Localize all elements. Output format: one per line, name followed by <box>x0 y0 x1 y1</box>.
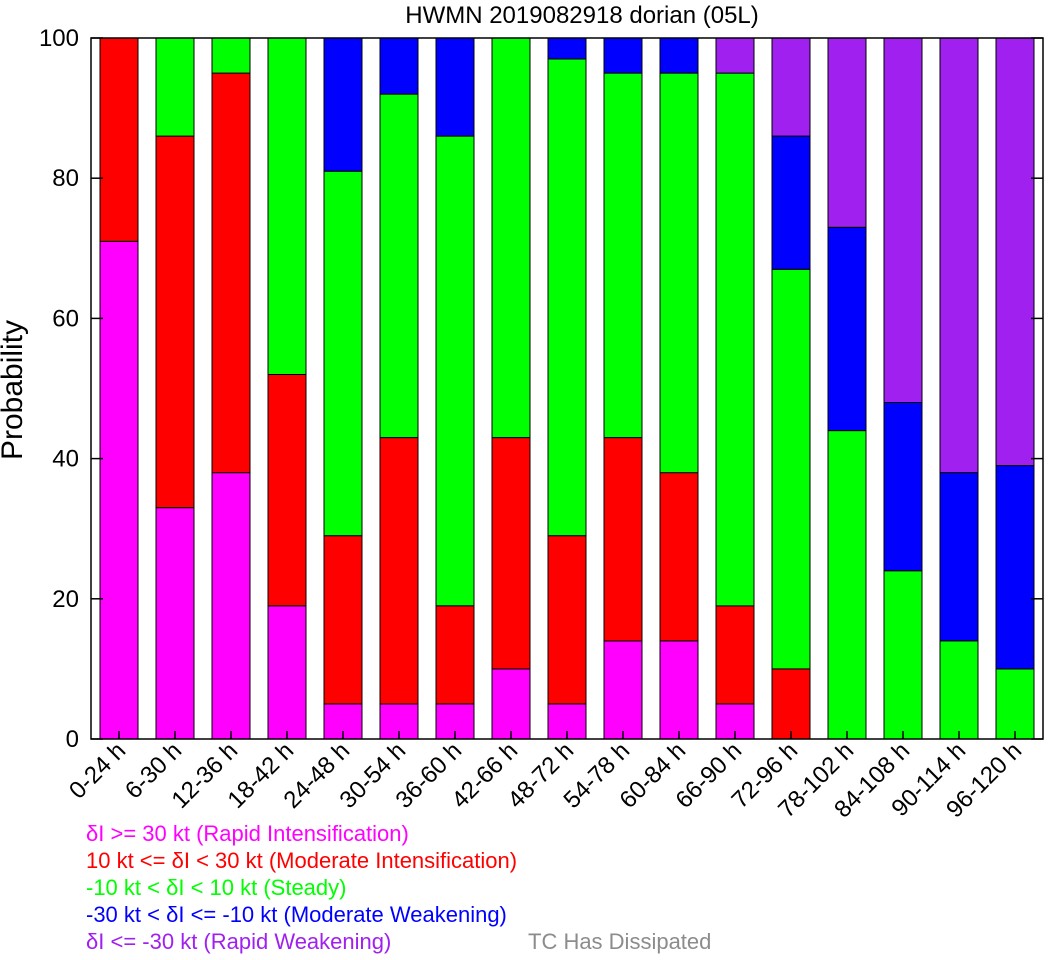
chart-title: HWMN 2019082918 dorian (05L) <box>405 2 759 29</box>
bar-segment-1-0 <box>155 507 195 740</box>
bar-segment-15-3 <box>939 472 979 642</box>
bar-segment-12-4 <box>771 37 811 137</box>
bar-segment-4-3 <box>323 37 363 172</box>
bar-segment-6-2 <box>435 135 475 607</box>
bar-segment-0-1 <box>99 37 139 242</box>
bar-segment-14-4 <box>883 37 923 403</box>
bar-segment-9-2 <box>603 72 643 439</box>
bar-segment-2-1 <box>211 72 251 474</box>
bar-segment-15-2 <box>939 640 979 740</box>
bar-segment-7-0 <box>491 668 531 740</box>
legend-entry-steady: -10 kt < δI < 10 kt (Steady) <box>86 875 347 900</box>
y-tick-label: 60 <box>52 305 79 332</box>
y-tick-label: 100 <box>39 25 79 52</box>
bar-segment-8-1 <box>547 535 587 705</box>
bar-segment-4-1 <box>323 535 363 705</box>
bar-segment-12-1 <box>771 668 811 740</box>
bar-segment-5-3 <box>379 37 419 95</box>
bar-segment-4-2 <box>323 170 363 537</box>
y-tick-label: 40 <box>52 446 79 473</box>
bar-segment-3-2 <box>267 37 307 375</box>
x-tick-labels: 0-24 h6-30 h12-36 h18-42 h24-48 h30-54 h… <box>64 737 1027 823</box>
bar-segment-5-2 <box>379 93 419 439</box>
bar-segment-8-3 <box>547 37 587 60</box>
bar-segment-6-1 <box>435 605 475 705</box>
y-tick-label: 80 <box>52 165 79 192</box>
bar-segment-11-4 <box>715 37 755 74</box>
bar-segment-11-1 <box>715 605 755 705</box>
bars-group <box>99 37 1035 740</box>
bar-segment-13-4 <box>827 37 867 228</box>
bar-segment-6-3 <box>435 37 475 137</box>
legend: δI >= 30 kt (Rapid Intensification) 10 k… <box>86 820 517 955</box>
bar-segment-8-2 <box>547 58 587 537</box>
legend-entry-rapid-intensification: δI >= 30 kt (Rapid Intensification) <box>86 821 409 846</box>
bar-segment-16-2 <box>995 668 1035 740</box>
y-axis-label: Probability <box>0 320 29 460</box>
legend-entry-moderate-intensification: 10 kt <= δI < 30 kt (Moderate Intensific… <box>86 848 518 873</box>
bar-segment-1-2 <box>155 37 195 137</box>
y-tick-label: 0 <box>66 726 79 753</box>
bar-segment-2-0 <box>211 472 251 740</box>
bar-segment-10-0 <box>659 640 699 740</box>
bar-segment-14-3 <box>883 402 923 572</box>
bar-segment-9-3 <box>603 37 643 74</box>
bar-segment-0-0 <box>99 240 139 740</box>
bar-segment-12-3 <box>771 135 811 270</box>
bar-segment-7-1 <box>491 437 531 670</box>
bar-segment-3-0 <box>267 605 307 740</box>
bar-segment-15-4 <box>939 37 979 474</box>
legend-entry-dissipated: TC Has Dissipated <box>528 929 712 954</box>
bar-segment-9-0 <box>603 640 643 740</box>
bar-segment-10-3 <box>659 37 699 74</box>
bar-segment-14-2 <box>883 570 923 740</box>
bar-segment-2-2 <box>211 37 251 74</box>
legend-entry-rapid-weakening: δI <= -30 kt (Rapid Weakening) <box>86 929 392 954</box>
bar-segment-1-1 <box>155 135 195 509</box>
bar-segment-3-1 <box>267 374 307 607</box>
bar-segment-13-2 <box>827 430 867 740</box>
bar-segment-9-1 <box>603 437 643 642</box>
legend-entry-moderate-weakening: -30 kt < δI <= -10 kt (Moderate Weakenin… <box>86 902 507 927</box>
bar-segment-7-2 <box>491 37 531 439</box>
bar-segment-10-2 <box>659 72 699 474</box>
bar-segment-11-2 <box>715 72 755 607</box>
bar-segment-12-2 <box>771 268 811 670</box>
y-tick-label: 20 <box>52 586 79 613</box>
bar-segment-16-4 <box>995 37 1035 467</box>
bar-segment-10-1 <box>659 472 699 642</box>
bar-segment-13-3 <box>827 226 867 432</box>
bar-segment-5-1 <box>379 437 419 705</box>
bar-segment-16-3 <box>995 465 1035 670</box>
axes-group: 0 20 40 60 80 100 <box>39 25 1044 753</box>
